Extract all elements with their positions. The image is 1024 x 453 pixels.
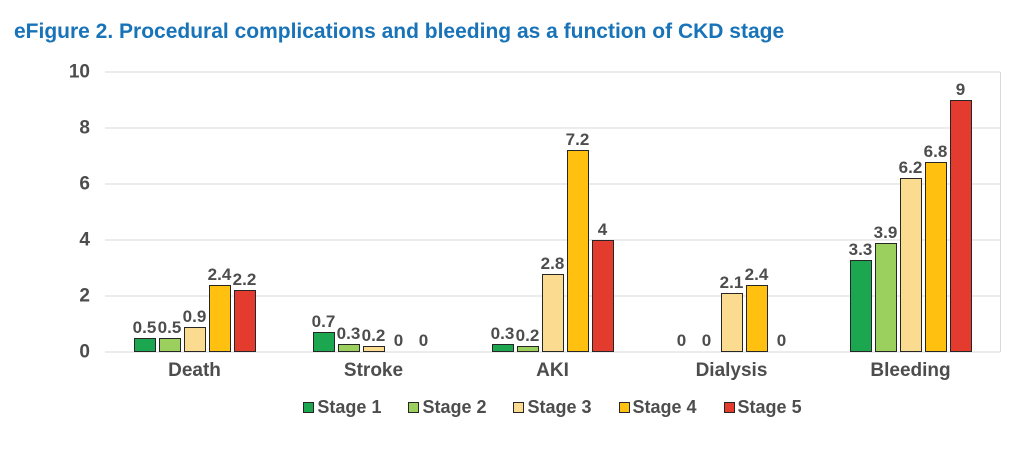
bar-group-aki: 0.3 0.2 2.8 7.2 4 — [463, 72, 642, 352]
y-tick-label-6: 6 — [79, 173, 90, 195]
bar-stage-3-death: 0.9 — [183, 308, 206, 352]
x-tick-label-aki: AKI — [536, 360, 569, 381]
plot-area: 0.5 0.5 0.9 2.4 2.2 0.7 0.3 0.2 0 0 0.3 0.2 2.8 7.2 4 0… — [105, 71, 1001, 353]
bar-stage-4-aki: 7.2 — [566, 131, 589, 352]
gridline-8 — [105, 127, 1000, 129]
bar-value-label: 0 — [418, 331, 429, 350]
y-tick-label-8: 8 — [79, 117, 90, 139]
bar-value-label: 2.2 — [232, 270, 257, 290]
bar-stage-1-death: 0.5 — [133, 319, 156, 352]
legend: Stage 1 Stage 2 Stage 3 Stage 4 Stage 5 — [105, 398, 1000, 416]
bar-stage-1-stroke: 0.7 — [312, 313, 335, 352]
legend-marker-stage-1 — [303, 401, 315, 413]
bar-value-label: 3.3 — [848, 239, 873, 259]
legend-item-stage-2: Stage 2 — [408, 398, 486, 416]
bar-group-dialysis: 0 0 2.1 2.4 0 — [642, 72, 821, 352]
gridline-10 — [105, 71, 1000, 73]
bar-value-label: 6.2 — [898, 158, 923, 178]
bar-group-death: 0.5 0.5 0.9 2.4 2.2 — [105, 72, 284, 352]
legend-marker-stage-5 — [723, 401, 735, 413]
bar-stage-4-bleeding: 6.8 — [924, 143, 947, 352]
bar-stage-5-death: 2.2 — [233, 271, 256, 352]
bar-stage-3-dialysis: 2.1 — [720, 274, 743, 352]
bar-value-label: 0 — [701, 331, 712, 350]
y-tick-label-4: 4 — [79, 229, 90, 251]
bar-group-bleeding: 3.3 3.9 6.2 6.8 9 — [821, 72, 1000, 352]
bar-value-label: 0 — [776, 331, 787, 350]
legend-marker-stage-2 — [408, 401, 420, 413]
gridline-0 — [105, 351, 1000, 353]
legend-item-stage-5: Stage 5 — [723, 397, 802, 417]
legend-marker-stage-4 — [618, 401, 630, 413]
bar-stage-3-bleeding: 6.2 — [899, 159, 922, 352]
x-tick-label-death: Death — [168, 360, 221, 381]
bar-stage-2-bleeding: 3.9 — [874, 224, 897, 352]
bar-value-label: 2.8 — [540, 253, 565, 273]
x-axis: Death Stroke AKI Dialysis Bleeding — [105, 360, 1000, 382]
bar-value-label: 4 — [597, 220, 608, 239]
bar-value-label: 2.4 — [744, 264, 769, 284]
bar-value-label: 0.2 — [361, 326, 386, 346]
gridline-4 — [105, 239, 1000, 241]
bar-groups: 0.5 0.5 0.9 2.4 2.2 0.7 0.3 0.2 0 0 0.3 0.2 2.8 7.2 4 0… — [105, 72, 1000, 352]
bar-value-label: 0.7 — [311, 312, 336, 332]
legend-label-stage-2: Stage 2 — [422, 397, 487, 417]
bar-stage-4-death: 2.4 — [208, 266, 231, 352]
bar-stage-2-aki: 0.2 — [516, 327, 539, 352]
bar-value-label: 9 — [955, 80, 966, 99]
y-axis: 0 2 4 6 8 10 — [0, 63, 90, 362]
bar-stage-3-stroke: 0.2 — [362, 327, 385, 352]
bar-stage-3-aki: 2.8 — [541, 255, 564, 352]
bar-value-label: 0 — [676, 331, 687, 350]
gridline-6 — [105, 183, 1000, 185]
legend-item-stage-3: Stage 3 — [513, 397, 592, 417]
bar-stage-4-dialysis: 2.4 — [745, 266, 768, 352]
bar-value-label: 3.9 — [873, 222, 898, 242]
bar-stage-1-bleeding: 3.3 — [849, 241, 872, 352]
chart-title: eFigure 2. Procedural complications and … — [14, 20, 785, 43]
bar-value-label: 0.9 — [182, 306, 207, 326]
bar-value-label: 6.8 — [923, 141, 948, 161]
bar-value-label: 7.2 — [565, 130, 590, 150]
bar-stage-5-aki: 4 — [591, 221, 614, 352]
bar-value-label: 0.5 — [157, 318, 182, 337]
bar-stage-1-aki: 0.3 — [491, 325, 514, 352]
bar-stage-2-stroke: 0.3 — [337, 325, 360, 352]
legend-label-stage-4: Stage 4 — [632, 397, 697, 417]
bar-value-label: 0.5 — [132, 318, 157, 337]
bar-group-stroke: 0.7 0.3 0.2 0 0 — [284, 72, 463, 352]
legend-item-stage-1: Stage 1 — [303, 398, 381, 416]
legend-item-stage-4: Stage 4 — [618, 397, 697, 417]
bar-value-label: 0.2 — [515, 326, 540, 346]
y-tick-label-0: 0 — [79, 341, 90, 363]
bar-stage-2-death: 0.5 — [158, 319, 181, 352]
y-tick-label-10: 10 — [68, 61, 90, 83]
legend-label-stage-5: Stage 5 — [737, 397, 802, 417]
x-tick-label-stroke: Stroke — [343, 360, 404, 381]
bar-value-label: 0.3 — [336, 323, 361, 343]
x-tick-label-dialysis: Dialysis — [695, 360, 768, 381]
legend-label-stage-1: Stage 1 — [317, 397, 382, 417]
y-tick-label-2: 2 — [79, 285, 90, 307]
bar-stage-5-bleeding: 9 — [949, 81, 972, 352]
bar-value-label: 2.4 — [207, 264, 232, 284]
x-tick-label-bleeding: Bleeding — [870, 360, 951, 381]
legend-label-stage-3: Stage 3 — [527, 397, 592, 417]
bar-value-label: 0.3 — [490, 323, 515, 343]
bar-value-label: 0 — [393, 331, 404, 350]
bar-value-label: 2.1 — [719, 273, 744, 293]
legend-marker-stage-3 — [513, 401, 525, 413]
